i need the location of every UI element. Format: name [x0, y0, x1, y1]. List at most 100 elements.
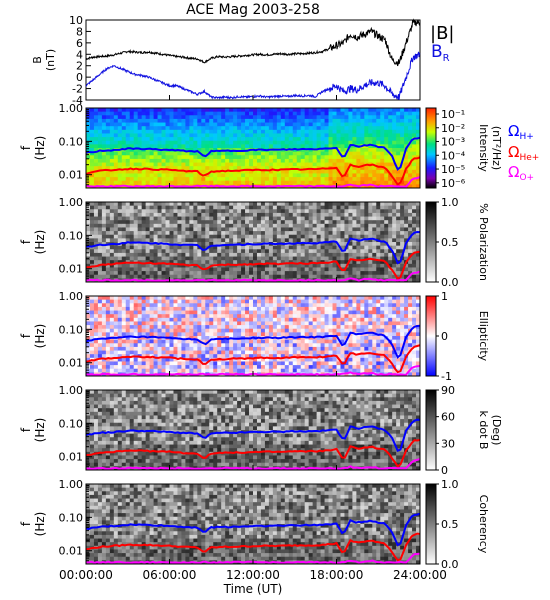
spectrogram-cell [276, 122, 282, 127]
spectrogram-cell [340, 148, 345, 153]
spectrogram-cell [169, 260, 174, 265]
spectrogram-cell [260, 321, 266, 326]
spectrogram-cell [400, 144, 405, 149]
spectrogram-cell [292, 245, 298, 250]
spectrogram-cell [105, 108, 111, 113]
spectrogram-cell [93, 303, 99, 308]
spectrogram-cell [312, 162, 318, 167]
spectrogram-cell [213, 177, 218, 182]
spectrogram-cell [145, 173, 151, 178]
spectrogram-cell [280, 227, 286, 232]
spectrogram-cell [312, 263, 318, 268]
spectrogram-cell [412, 133, 417, 138]
spectrogram-cell [364, 234, 369, 239]
spectrogram-cell [292, 252, 298, 257]
spectrogram-cell [237, 328, 242, 333]
spectrogram-cell [117, 267, 123, 272]
spectrogram-cell [372, 169, 377, 174]
spectrogram-cell [324, 256, 329, 261]
spectrogram-cell [288, 310, 294, 315]
spectrogram-cell [408, 126, 413, 131]
spectrogram-cell [149, 306, 154, 311]
spectrogram-cell [217, 227, 222, 232]
spectrogram-cell [276, 177, 282, 182]
spectrogram-cell [89, 361, 95, 366]
spectrogram-cell [145, 252, 151, 257]
spectrogram-cell [241, 111, 246, 116]
spectrogram-cell [121, 227, 127, 232]
spectrogram-cell [129, 115, 135, 120]
spectrogram-cell [336, 151, 341, 156]
spectrogram-cell [253, 144, 258, 149]
spectrogram-cell [249, 115, 254, 120]
spectrogram-cell [145, 365, 151, 370]
spectrogram-cell [109, 173, 115, 178]
spectrogram-cell [109, 209, 115, 214]
spectrogram-cell [308, 267, 314, 272]
spectrogram-cell [145, 140, 151, 145]
spectrogram-cell [157, 271, 162, 276]
spectrogram-cell [392, 212, 397, 217]
spectrogram-cell [332, 173, 337, 178]
spectrogram-cell [101, 166, 107, 171]
spectrogram-cell [229, 166, 234, 171]
spectrogram-cell [201, 162, 206, 167]
spectrogram-cell [141, 180, 147, 185]
spectrogram-cell [416, 180, 421, 185]
spectrogram-cell [133, 328, 139, 333]
spectrogram-cell [213, 155, 218, 160]
spectrogram-cell [121, 317, 127, 322]
spectrogram-cell [225, 299, 230, 304]
spectrogram-cell [348, 274, 353, 279]
spectrogram-cell [149, 314, 154, 319]
spectrogram-cell [93, 220, 99, 225]
spectrogram-cell [133, 314, 139, 319]
spectrogram-cell [344, 220, 349, 225]
spectrogram-cell [149, 274, 154, 279]
spectrogram-cell [356, 173, 361, 178]
spectrogram-cell [416, 173, 421, 178]
spectrogram-cell [332, 133, 337, 138]
spectrogram-cell [189, 140, 194, 145]
spectrogram-cell [137, 126, 143, 131]
spectrogram-cell [125, 166, 131, 171]
spectrogram-cell [292, 151, 298, 156]
spectrogram-cell [153, 205, 158, 210]
spectrogram-cell [229, 115, 234, 120]
spectrogram-cell [249, 140, 254, 145]
spectrogram-cell [416, 212, 421, 217]
spectrogram-cell [125, 317, 131, 322]
spectrogram-cell [197, 126, 202, 131]
spectrogram-cell [372, 129, 377, 134]
spectrogram-cell [376, 140, 381, 145]
spectrogram-cell [209, 238, 214, 243]
spectrogram-cell [368, 274, 373, 279]
spectrogram-cell [304, 234, 310, 239]
spectrogram-cell [316, 245, 321, 250]
spectrogram-cell [125, 140, 131, 145]
spectrogram-cell [189, 306, 194, 311]
spectrogram-cell [221, 166, 226, 171]
spectrogram-cell [97, 173, 103, 178]
spectrogram-cell [233, 234, 238, 239]
spectrogram-cell [193, 209, 198, 214]
spectrogram-cell [217, 231, 222, 236]
spectrogram-cell [185, 166, 190, 171]
spectrogram-cell [320, 249, 325, 254]
spectrogram-cell [268, 346, 274, 351]
spectrogram-cell [201, 354, 206, 359]
spectrogram-cell [368, 177, 373, 182]
spectrogram-cell [368, 278, 373, 283]
spectrogram-cell [229, 158, 234, 163]
spectrogram-cell [245, 260, 250, 265]
spectrogram-cell [324, 169, 329, 174]
spectrogram-cell [260, 180, 266, 185]
spectrogram-cell [221, 115, 226, 120]
spectrogram-cell [161, 140, 166, 145]
spectrogram-cell [260, 365, 266, 370]
spectrogram-cell [125, 271, 131, 276]
spectrogram-cell [296, 126, 302, 131]
spectrogram-cell [352, 118, 357, 123]
spectrogram-cell [328, 271, 333, 276]
spectrogram-cell [380, 252, 385, 257]
